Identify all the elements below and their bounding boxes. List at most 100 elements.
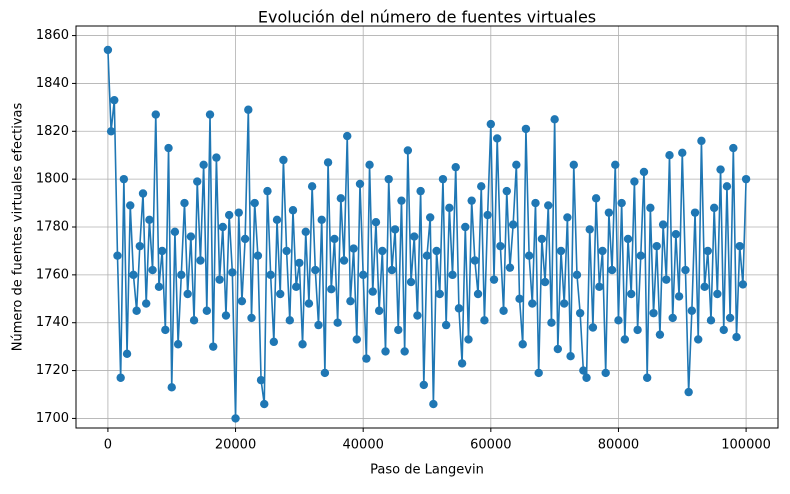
data-point	[655, 330, 665, 339]
data-point	[228, 268, 237, 277]
data-point	[550, 115, 559, 124]
y-tick-label: 1860	[36, 28, 69, 43]
data-point	[304, 299, 314, 308]
data-point	[528, 299, 537, 308]
data-point	[508, 220, 518, 229]
data-point	[598, 246, 607, 256]
data-point	[684, 387, 693, 397]
data-point	[627, 289, 636, 299]
data-point	[381, 347, 390, 356]
data-point	[116, 373, 125, 382]
axes-frame	[75, 25, 779, 429]
y-axis-label: Número de fuentes virtuales efectivas	[11, 103, 26, 352]
data-point	[218, 222, 227, 232]
data-point	[652, 241, 661, 251]
data-point	[601, 368, 610, 378]
data-point	[215, 275, 224, 284]
data-point	[496, 241, 505, 251]
data-point	[690, 208, 700, 217]
data-point	[457, 359, 467, 368]
data-point	[585, 225, 594, 234]
data-point	[173, 340, 183, 349]
data-point	[183, 289, 192, 299]
data-point	[512, 160, 521, 169]
data-point	[263, 186, 272, 196]
x-tick-label: 60000	[470, 438, 511, 453]
data-point	[285, 316, 294, 325]
data-point	[614, 316, 623, 325]
data-point	[438, 174, 448, 184]
data-point	[722, 182, 732, 191]
data-point	[719, 325, 728, 335]
data-point	[419, 380, 429, 390]
data-point	[518, 340, 527, 349]
data-point	[387, 265, 397, 275]
data-point	[276, 289, 285, 299]
data-point	[591, 194, 601, 203]
data-point	[298, 340, 307, 349]
data-point	[333, 318, 342, 327]
data-point	[725, 313, 735, 323]
data-point	[247, 313, 256, 323]
data-point	[588, 323, 598, 332]
data-point	[260, 399, 269, 409]
y-tick-label: 1740	[36, 315, 69, 330]
x-tick-label: 80000	[598, 438, 639, 453]
data-point	[135, 241, 145, 251]
data-point	[151, 110, 160, 119]
data-point	[741, 174, 751, 184]
data-point	[649, 308, 658, 318]
data-point	[633, 325, 642, 335]
data-point	[579, 366, 588, 375]
data-point	[320, 368, 330, 378]
data-point	[662, 275, 671, 284]
data-point	[352, 335, 361, 344]
data-point	[694, 335, 703, 344]
x-axis-label: Paso de Langevin	[370, 463, 484, 478]
data-point	[205, 110, 215, 119]
data-point	[461, 222, 470, 232]
data-point	[193, 177, 202, 186]
data-point	[256, 375, 266, 385]
data-point	[569, 160, 578, 169]
data-point	[623, 234, 633, 244]
data-point	[221, 311, 231, 320]
data-point	[732, 332, 741, 342]
data-point	[713, 289, 722, 299]
data-point	[339, 256, 349, 265]
data-point	[403, 146, 413, 155]
data-point	[678, 148, 687, 158]
data-point	[138, 189, 148, 198]
x-tick-label: 0	[104, 438, 112, 453]
data-point	[330, 234, 339, 244]
y-tick-label: 1720	[36, 363, 69, 378]
data-point	[196, 256, 205, 265]
data-point	[177, 270, 186, 280]
plot-area: 1700 1720 1740 1760 1780 1800 1820 1840 1860 0 200…	[36, 26, 778, 453]
data-point	[473, 289, 483, 299]
data-point	[441, 320, 451, 330]
data-point	[547, 318, 556, 327]
data-point	[180, 198, 189, 208]
data-point	[630, 177, 639, 186]
data-point	[212, 153, 221, 162]
data-point	[253, 251, 263, 260]
data-point	[521, 124, 531, 134]
data-point	[674, 292, 684, 301]
data-point	[413, 311, 422, 320]
data-point	[129, 270, 138, 280]
data-point	[429, 399, 438, 409]
data-point	[390, 225, 400, 234]
data-point	[483, 210, 492, 220]
data-point	[199, 160, 208, 169]
data-point	[470, 256, 480, 265]
data-point	[642, 373, 652, 382]
data-point	[735, 241, 744, 251]
data-point	[288, 206, 298, 215]
data-point	[323, 158, 333, 167]
data-point	[572, 270, 582, 280]
data-point	[422, 251, 432, 260]
data-point	[448, 270, 457, 280]
data-point	[480, 316, 489, 325]
